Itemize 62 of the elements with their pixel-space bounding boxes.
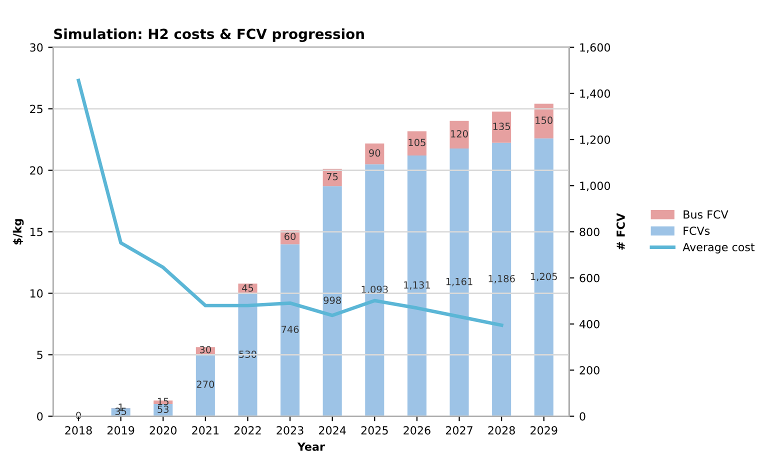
legend-label: Bus FCV	[684, 210, 728, 219]
data-label: 105	[408, 138, 426, 146]
y2-tick-label: 0	[580, 412, 586, 421]
y2-tick-label: 600	[580, 274, 600, 282]
bar	[280, 244, 300, 416]
y2-tick-label: 1,400	[580, 89, 610, 99]
y2-tick-label: 1,200	[580, 136, 610, 146]
bar	[450, 120, 469, 149]
data-label: 120	[451, 130, 468, 138]
x-tick-label: 2021	[192, 426, 219, 435]
data-label: 135	[493, 122, 510, 130]
legend-label: Average cost	[682, 243, 755, 254]
y-tick-label: 5	[37, 350, 42, 360]
y-tick-label: 20	[30, 166, 43, 175]
x-tick-label: 2022	[234, 426, 261, 435]
y2-tick-label: 1,000	[580, 182, 610, 192]
data-label: 1,131	[404, 281, 430, 290]
bar	[407, 131, 426, 156]
data-label: 270	[196, 380, 214, 388]
bar	[196, 354, 215, 416]
data-label: 150	[536, 116, 552, 124]
x-tick-label: 2025	[361, 426, 388, 435]
bar	[322, 186, 342, 416]
data-label: 1,205	[531, 272, 557, 282]
bar	[492, 112, 512, 143]
data-label: 1,161	[446, 278, 472, 286]
x-tick-label: 2027	[446, 426, 472, 435]
x-tick-label: 2020	[150, 426, 177, 435]
data-label: 1,093	[362, 286, 388, 294]
data-label: 15	[158, 398, 168, 406]
bar	[238, 294, 258, 416]
x-tick-label: 2019	[107, 426, 134, 435]
data-label: 30	[200, 346, 211, 354]
data-label: 746	[282, 326, 299, 334]
x-tick-label: 2029	[530, 426, 558, 435]
y2-tick-label: 1,600	[580, 43, 610, 53]
y2-tick-label: 200	[580, 366, 600, 374]
y-tick-label: 30	[30, 43, 43, 52]
data-label: 75	[326, 173, 338, 180]
data-label: 1,186	[488, 274, 515, 284]
x-tick-label: 2018	[65, 426, 92, 435]
legend-label: FCVs	[684, 226, 710, 235]
y-tick-label: 25	[30, 104, 42, 114]
y-tick-label: 10	[30, 289, 43, 298]
y2-axis-title: # FCV	[616, 213, 625, 250]
y2-tick-label: 400	[580, 320, 600, 328]
data-label: 45	[242, 284, 254, 292]
bar	[365, 143, 384, 164]
data-label: 53	[158, 406, 169, 413]
chart-title: Simulation: H2 costs & FCV progression	[54, 28, 364, 42]
x-axis-title: Year	[297, 442, 325, 451]
y2-tick-label: 800	[580, 228, 600, 236]
y-tick-label: 15	[30, 228, 42, 236]
x-tick-label: 2028	[488, 426, 515, 435]
data-label: 90	[369, 149, 380, 157]
data-label: 60	[284, 232, 296, 240]
y-tick-label: 0	[37, 412, 43, 421]
y-axis-title: $/kg	[12, 219, 24, 244]
x-tick-label: 2023	[276, 426, 304, 435]
data-label: 998	[324, 296, 341, 304]
x-tick-label: 2026	[404, 426, 430, 435]
x-tick-label: 2024	[319, 426, 346, 435]
